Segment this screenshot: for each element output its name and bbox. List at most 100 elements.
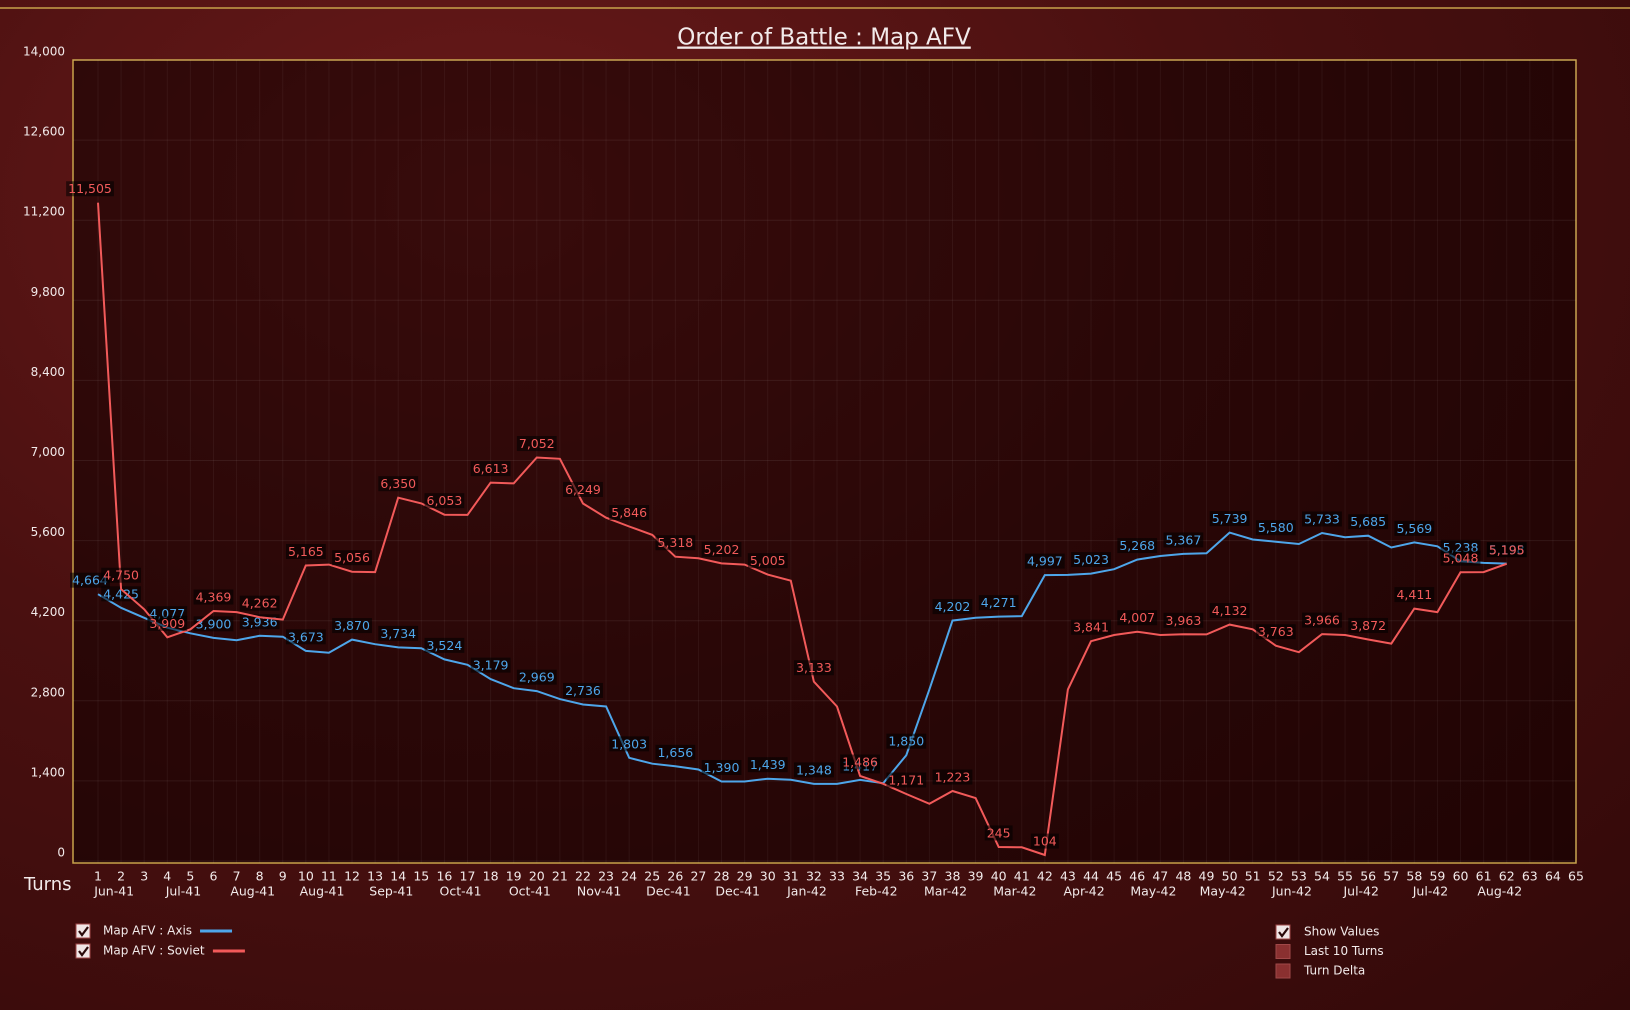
data-label: 4,369 [196, 590, 232, 605]
x-tick-label: 41 [1014, 869, 1030, 884]
data-label-bg [886, 772, 927, 788]
data-label-group: 5,846 [609, 505, 650, 521]
data-label: 1,171 [888, 773, 924, 788]
x-tick-label: 48 [1175, 869, 1191, 884]
y-tick-label: 8,400 [31, 365, 65, 379]
data-label-group: 3,966 [1302, 612, 1342, 628]
data-label-bg [70, 572, 110, 588]
data-label-group: 3,763 [1255, 624, 1296, 640]
data-label-group: 7,052 [516, 436, 557, 452]
x-tick-label: 65 [1568, 869, 1584, 884]
month-label: Dec-41 [646, 884, 691, 899]
data-label-group: 4,007 [1117, 610, 1158, 626]
data-label-group: 1,486 [840, 754, 881, 770]
legend-checkbox[interactable] [75, 923, 91, 939]
data-label: 3,673 [288, 629, 324, 644]
data-label: 1,390 [704, 760, 740, 775]
data-label-group: 1,223 [932, 769, 973, 785]
month-label: Jul-42 [1412, 884, 1449, 899]
legend-checkbox[interactable] [75, 943, 91, 959]
y-tick-label: 7,000 [31, 445, 65, 459]
x-tick-label: 21 [552, 869, 568, 884]
option-checkbox[interactable] [1275, 924, 1291, 940]
data-label: 3,763 [1258, 624, 1294, 639]
x-tick-label: 6 [209, 869, 217, 884]
legend-checkbox-tick [78, 946, 89, 957]
data-label: 3,966 [1304, 613, 1340, 628]
data-label: 3,909 [149, 616, 185, 631]
y-tick-label: 12,600 [23, 125, 65, 139]
x-tick-label: 19 [506, 869, 522, 884]
data-label-group: 5,733 [1302, 511, 1342, 527]
data-label: 245 [987, 825, 1011, 840]
data-label: 1,803 [611, 736, 647, 751]
data-label-bg [794, 660, 834, 676]
data-label-group: 6,350 [378, 476, 419, 492]
x-tick-label: 20 [529, 869, 545, 884]
x-tick-label: 53 [1291, 869, 1307, 884]
data-label: 6,249 [565, 482, 601, 497]
data-label: 4,007 [1119, 610, 1155, 625]
data-label-group: 5,023 [1071, 552, 1111, 568]
x-tick-label: 22 [575, 869, 591, 884]
data-label-group: 1,850 [886, 733, 927, 749]
data-label-bg [563, 481, 603, 497]
month-label: Jul-41 [165, 884, 202, 899]
data-label: 4,664 [72, 573, 108, 588]
x-tick-label: 33 [829, 869, 845, 884]
data-label: 5,048 [1443, 551, 1479, 566]
data-label-group: 1,803 [609, 736, 650, 752]
data-label-bg [1030, 833, 1059, 849]
data-label-bg [1024, 553, 1065, 569]
data-label: 1,223 [935, 770, 971, 785]
data-label: 5,367 [1166, 532, 1202, 547]
data-label-bg [609, 736, 650, 752]
data-label-bg [886, 733, 927, 749]
data-label: 5,195 [1489, 542, 1525, 557]
data-label-group: 5,005 [747, 553, 788, 569]
data-label-group: 5,195 [1486, 542, 1527, 558]
data-label-group: 1,439 [747, 757, 788, 773]
x-tick-label: 15 [413, 869, 429, 884]
option-checkbox[interactable] [1275, 944, 1291, 959]
data-label-bg [1394, 520, 1435, 536]
data-label-bg [1117, 538, 1158, 554]
x-tick-label: 51 [1245, 869, 1261, 884]
data-label-bg [932, 599, 973, 615]
x-tick-label: 8 [256, 869, 264, 884]
data-label-bg [932, 769, 973, 785]
data-label-bg [285, 629, 326, 645]
x-tick-label: 1 [94, 869, 102, 884]
month-label: Mar-42 [924, 884, 967, 899]
legend-checkbox-tick [78, 926, 89, 937]
data-label-group: 4,262 [239, 595, 280, 611]
data-label-group: 6,053 [424, 493, 465, 509]
data-label-group: 5,739 [1209, 511, 1250, 527]
x-tick-label: 63 [1522, 869, 1538, 884]
data-label-group: 3,841 [1071, 619, 1111, 635]
data-label-bg [1486, 542, 1527, 558]
data-label-group: 245 [984, 825, 1013, 841]
x-tick-label: 24 [621, 869, 637, 884]
data-label-group: 4,271 [978, 595, 1019, 611]
x-tick-label: 16 [436, 869, 452, 884]
x-tick-label: 45 [1106, 869, 1122, 884]
legend-label: Map AFV : Axis [103, 924, 192, 938]
data-label-bg [1209, 511, 1250, 527]
x-tick-label: 58 [1406, 869, 1422, 884]
data-label: 5,318 [657, 535, 693, 550]
y-tick-label: 1,400 [31, 765, 65, 779]
data-label-bg [1209, 603, 1250, 619]
data-label: 3,872 [1350, 618, 1386, 633]
data-label-bg [609, 505, 650, 521]
legend-label: Map AFV : Soviet [103, 944, 205, 958]
data-label-group: 1,656 [655, 744, 696, 760]
x-tick-label: 39 [968, 869, 984, 884]
month-label: Aug-41 [230, 884, 275, 899]
data-label: 5,569 [1396, 521, 1432, 536]
option-checkbox[interactable] [1275, 963, 1291, 979]
data-label: 1,348 [796, 762, 832, 777]
data-label-bg [984, 825, 1013, 841]
x-tick-label: 5 [186, 869, 194, 884]
data-label: 5,733 [1304, 511, 1340, 526]
